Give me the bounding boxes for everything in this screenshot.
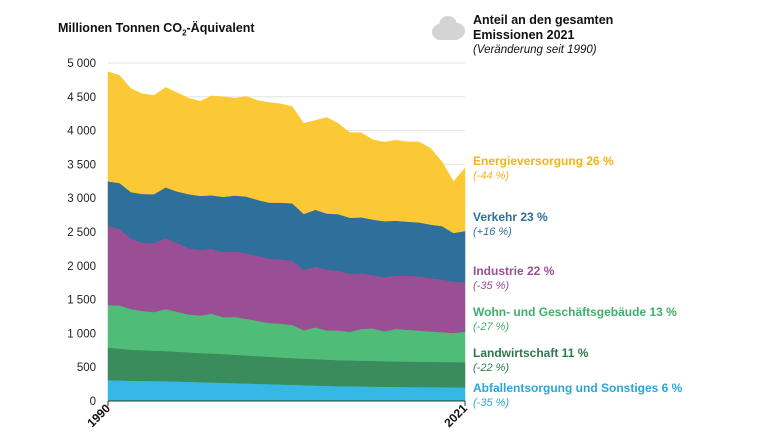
y-tick-label: 4 000 [67,126,96,138]
y-tick-label: 1 500 [67,295,96,307]
series-label-energieversorgung: Energieversorgung 26 % [473,154,614,168]
x-tick-label: 2021 [441,401,470,430]
y-tick-label: 5 000 [67,58,96,70]
y-tick-label: 0 [90,396,96,408]
series-change-energieversorgung: (-44 %) [473,170,510,182]
series-change-verkehr: (+16 %) [473,226,512,238]
area-series-energieversorgung [107,71,466,234]
y-axis-title: Millionen Tonnen CO2-Äquivalent [58,21,255,38]
y-tick-label: 3 500 [67,159,96,171]
y-tick-label: 2 500 [67,227,96,239]
y-tick-label: 2 000 [67,261,96,273]
legend-subtitle: (Veränderung seit 1990) [473,44,597,56]
series-label-industrie: Industrie 22 % [473,264,555,278]
series-change-industrie: (-35 %) [473,280,510,292]
series-change-landwirtschaft: (-22 %) [473,362,510,374]
series-label-gebaeude: Wohn- und Geschäftsgebäude 13 % [473,305,677,319]
y-tick-label: 500 [77,362,96,374]
y-tick-label: 4 500 [67,92,96,104]
x-axis: 1990 2021 [84,400,470,430]
series-change-gebaeude: (-27 %) [473,321,510,333]
legend-title-line1: Anteil an den gesamten [473,13,614,27]
series-label-abfall: Abfallentsorgung und Sonstiges 6 % [473,381,683,395]
y-tick-label: 3 000 [67,193,96,205]
area-series-group [107,71,466,402]
y-axis: 0 500 1 000 1 500 2 000 2 500 3 000 3 500 4 000 4… [67,58,96,408]
legend-title: Anteil an den gesamten Emissionen 2021 [473,13,613,43]
series-change-abfall: (-35 %) [473,397,510,409]
legend-title-line2: Emissionen 2021 [473,28,575,42]
series-label-verkehr: Verkehr 23 % [473,210,548,224]
co2-cloud-icon [432,16,465,40]
series-label-landwirtschaft: Landwirtschaft 11 % [473,346,589,360]
y-tick-label: 1 000 [67,328,96,340]
